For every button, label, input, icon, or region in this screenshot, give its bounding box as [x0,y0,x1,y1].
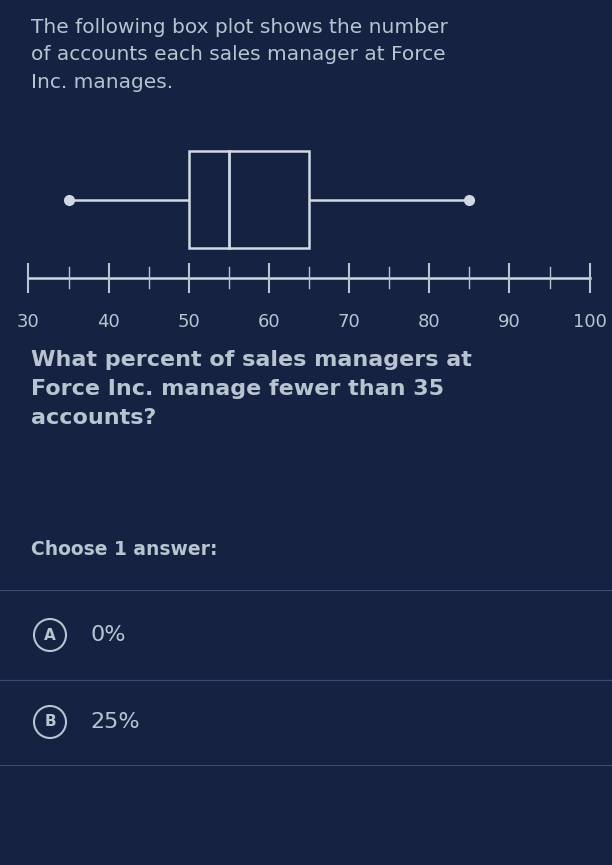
Text: 60: 60 [258,312,280,330]
Text: A: A [44,627,56,643]
Text: What percent of sales managers at
Force Inc. manage fewer than 35
accounts?: What percent of sales managers at Force … [31,350,471,427]
Text: The following box plot shows the number
of accounts each sales manager at Force
: The following box plot shows the number … [31,18,447,92]
Text: 25%: 25% [90,712,140,732]
Text: 100: 100 [573,312,606,330]
Text: 0%: 0% [90,625,125,645]
Text: Choose 1 answer:: Choose 1 answer: [31,540,217,559]
Text: 80: 80 [418,312,441,330]
Text: 30: 30 [17,312,40,330]
Text: 50: 50 [177,312,200,330]
Text: B: B [44,714,56,729]
Text: 90: 90 [498,312,521,330]
Bar [189,151,309,248]
Text: 70: 70 [338,312,360,330]
Text: 40: 40 [97,312,120,330]
